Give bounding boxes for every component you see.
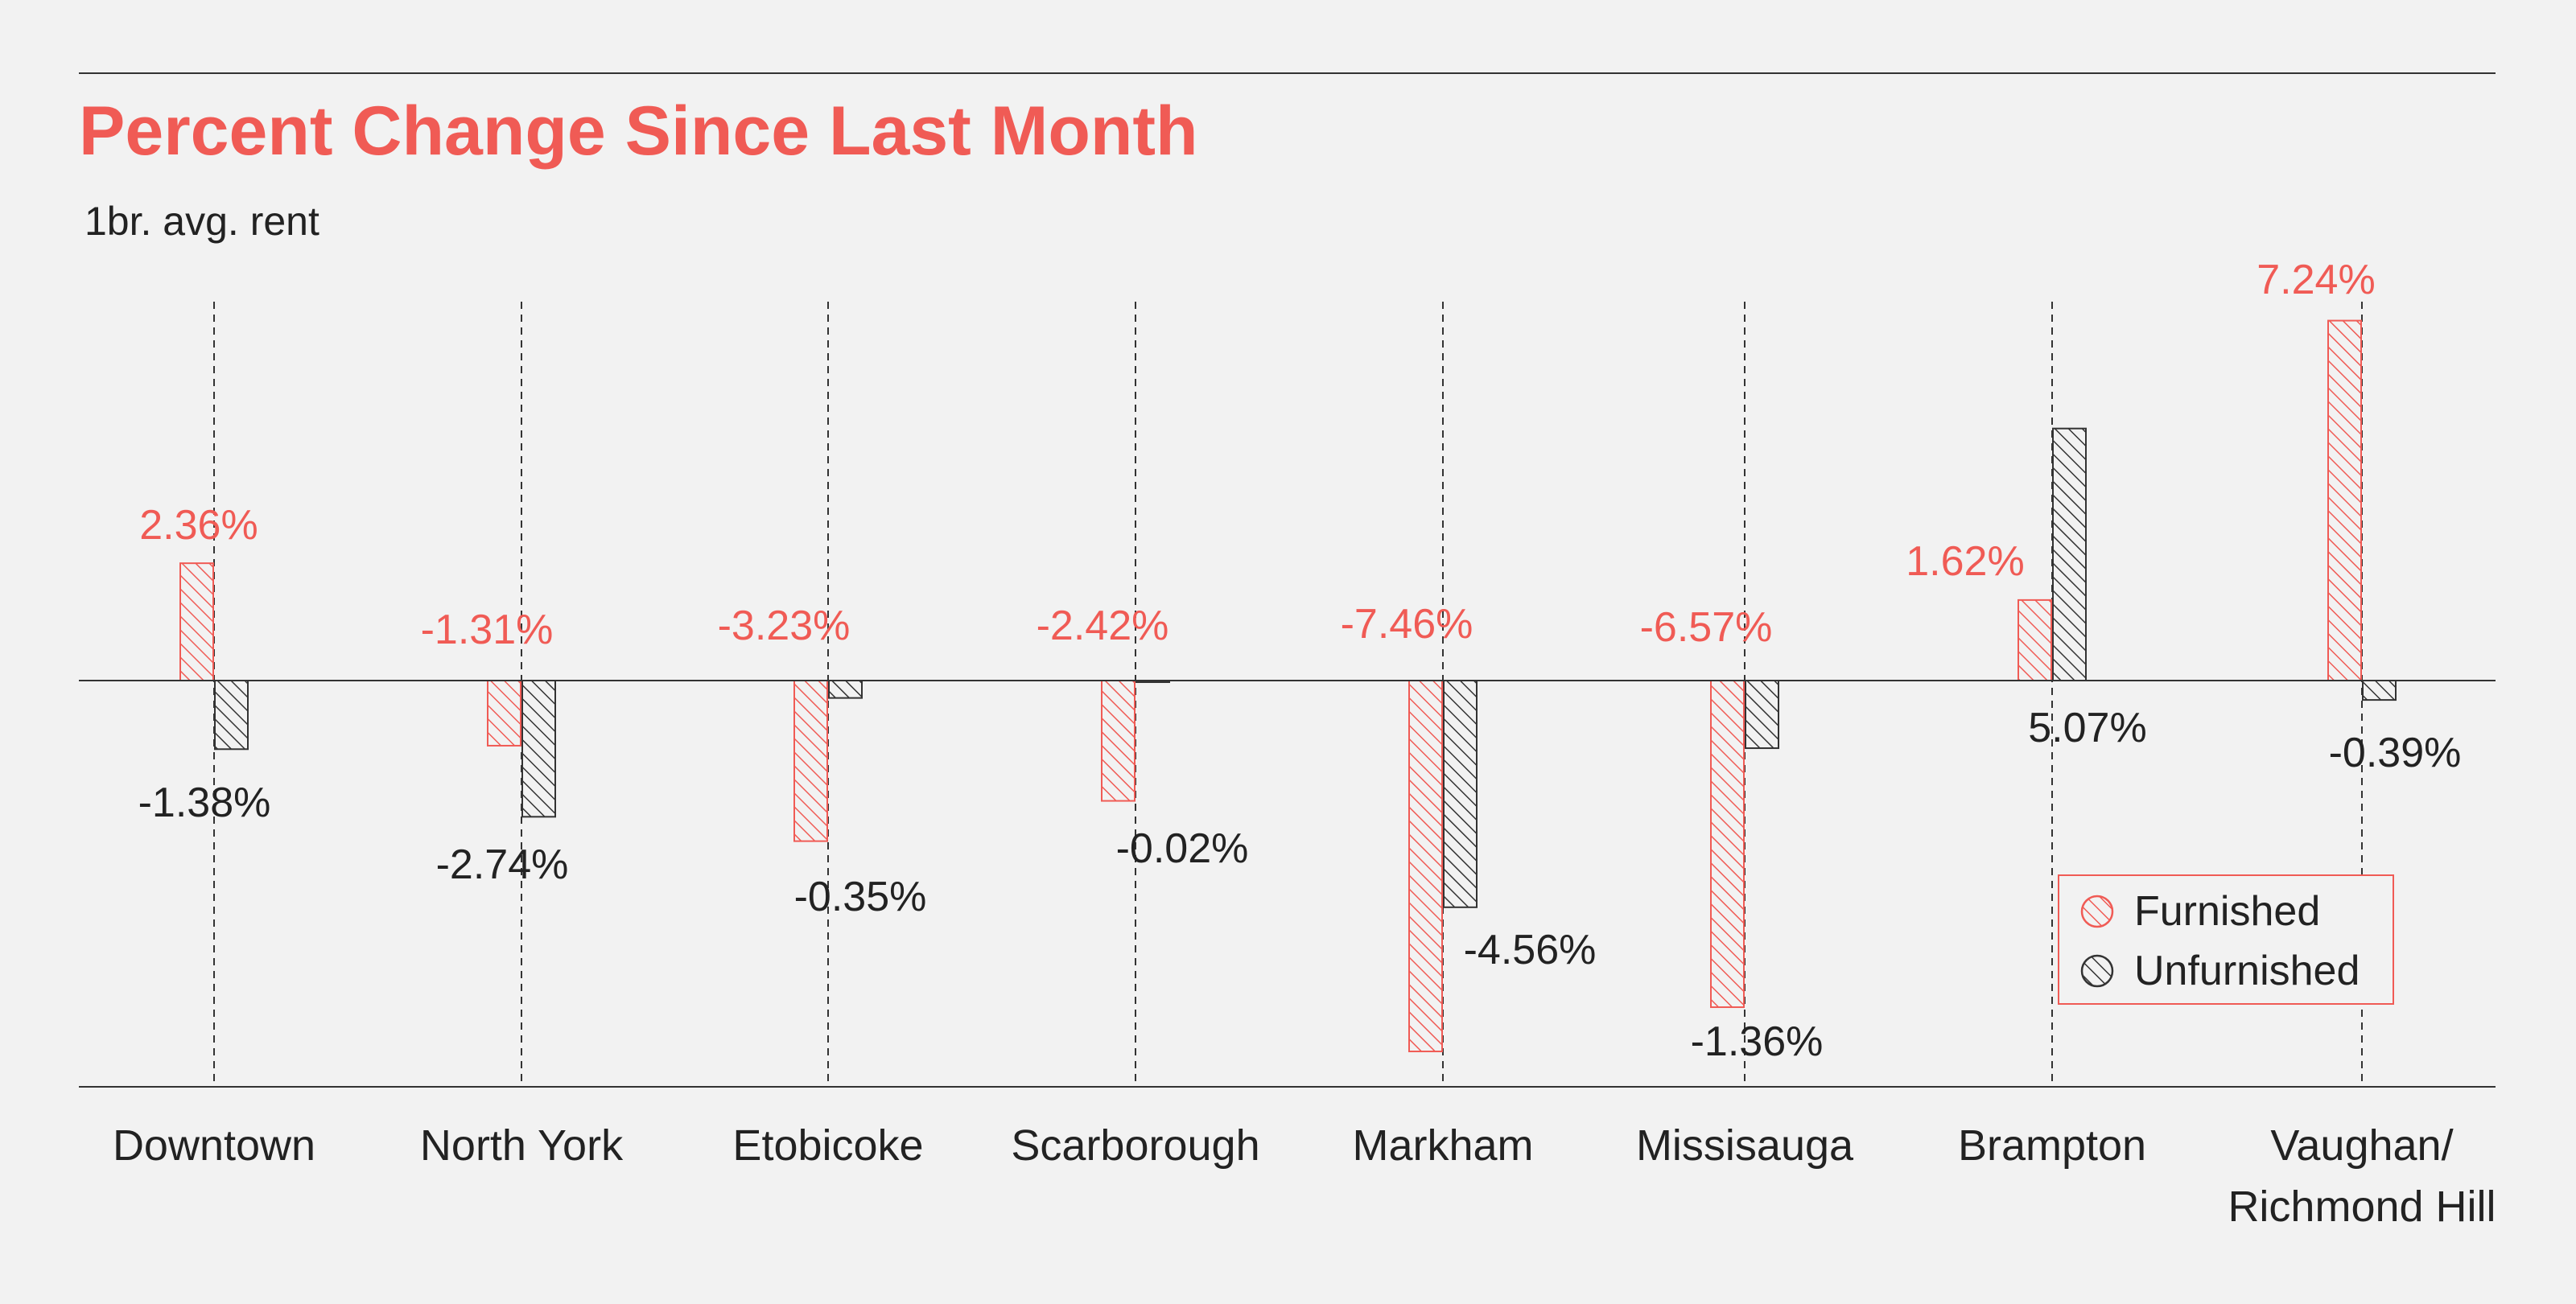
category-label: Scarborough xyxy=(1011,1121,1259,1170)
legend-unfurnished-label: Unfurnished xyxy=(2134,948,2360,994)
data-label-unfurnished: -0.35% xyxy=(794,874,927,920)
bar-furnished xyxy=(487,680,521,747)
category-label: North York xyxy=(420,1121,624,1170)
bar-unfurnished xyxy=(828,680,863,699)
category-label: Richmond Hill xyxy=(2228,1183,2496,1231)
data-label-furnished: -6.57% xyxy=(1640,604,1773,651)
data-label-unfurnished: -0.02% xyxy=(1116,825,1249,872)
category-label: Vaughan/ xyxy=(2270,1121,2453,1170)
bar-furnished xyxy=(2018,599,2052,681)
legend-furnished-label: Furnished xyxy=(2134,888,2320,935)
data-label-unfurnished: -2.74% xyxy=(436,841,569,888)
bar-unfurnished xyxy=(521,680,556,818)
data-label-unfurnished: -0.39% xyxy=(2329,730,2462,776)
bar-furnished xyxy=(2327,319,2362,681)
data-label-furnished: -7.46% xyxy=(1341,601,1473,648)
legend-furnished-swatch xyxy=(2080,895,2114,928)
bar-furnished xyxy=(1710,680,1745,1009)
chart-subtitle: 1br. avg. rent xyxy=(84,199,319,244)
chart-title: Percent Change Since Last Month xyxy=(79,93,1198,170)
bar-furnished xyxy=(793,680,828,842)
bar-furnished xyxy=(1408,680,1443,1053)
data-label-furnished: 1.62% xyxy=(1906,538,2024,585)
data-labels: 2.36% -1.31% -3.23% -2.42% -7.46% -6.57% 1.62%… xyxy=(138,257,2462,1065)
category-label: Etobicoke xyxy=(732,1121,923,1170)
data-label-furnished: -2.42% xyxy=(1037,603,1169,649)
data-label-unfurnished: 5.07% xyxy=(2028,705,2146,751)
bar-unfurnished xyxy=(1745,680,1779,750)
bar-unfurnished xyxy=(1443,680,1478,908)
category-label: Brampton xyxy=(1958,1121,2146,1170)
data-label-furnished: 7.24% xyxy=(2257,257,2375,303)
data-label-furnished: -3.23% xyxy=(718,603,851,649)
data-label-unfurnished: -1.38% xyxy=(138,780,271,826)
legend-box xyxy=(2058,874,2394,1005)
category-label: Markham xyxy=(1352,1121,1533,1170)
legend: Furnished Unfurnished xyxy=(2058,874,2394,1005)
data-label-furnished: 2.36% xyxy=(139,502,258,549)
bars xyxy=(179,319,2397,1053)
category-label: Downtown xyxy=(113,1121,315,1170)
bar-furnished xyxy=(179,562,214,681)
category-label: Missisauga xyxy=(1636,1121,1854,1170)
data-label-furnished: -1.31% xyxy=(421,607,554,653)
data-label-unfurnished: -1.36% xyxy=(1691,1018,1824,1065)
data-label-unfurnished: -4.56% xyxy=(1464,927,1597,973)
category-labels: Downtown North York Etobicoke Scarborough Ma… xyxy=(113,1121,2496,1231)
bar-unfurnished xyxy=(2052,427,2087,681)
bar-furnished xyxy=(1101,680,1136,802)
bar-unfurnished xyxy=(214,680,249,751)
legend-unfurnished-swatch xyxy=(2080,954,2114,988)
bar-unfurnished xyxy=(2362,680,2397,701)
